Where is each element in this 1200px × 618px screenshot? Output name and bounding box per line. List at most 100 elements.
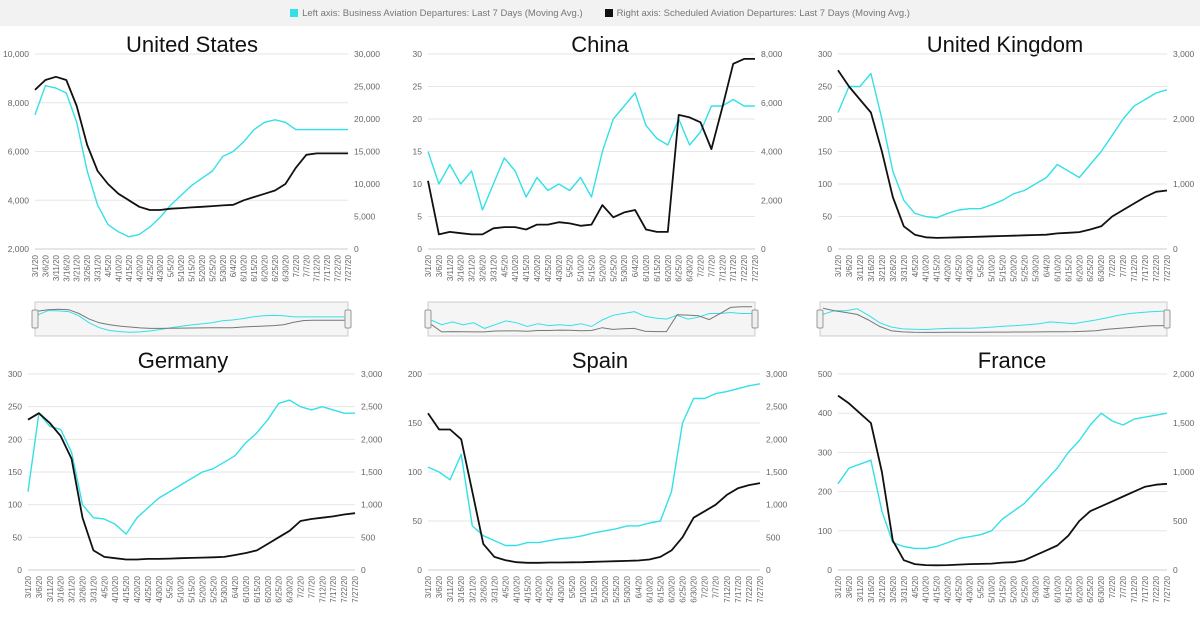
left-tick-label: 0: [17, 565, 22, 575]
x-tick-label: 5/15/20: [588, 254, 597, 281]
right-tick-label: 1,500: [361, 467, 383, 477]
right-tick-label: 0: [1173, 244, 1178, 254]
series-line-business: [427, 92, 755, 211]
legend-label-business: Left axis: Business Aviation Departures:…: [302, 7, 583, 19]
x-tick-label: 5/15/20: [999, 254, 1008, 281]
x-tick-label: 3/11/20: [856, 254, 865, 281]
right-tick-label: 8,000: [761, 49, 783, 59]
x-tick-label: 3/26/20: [83, 254, 92, 281]
x-tick-label: 5/5/20: [166, 575, 175, 598]
x-tick-label: 7/27/20: [1163, 575, 1172, 602]
navigator-handle-left[interactable]: [31, 309, 39, 329]
x-tick-label: 5/25/20: [1020, 254, 1029, 281]
x-tick-label: 7/27/20: [751, 254, 760, 281]
x-tick-label: 4/30/20: [155, 575, 164, 602]
x-tick-label: 5/10/20: [577, 254, 586, 281]
navigator-frame: [819, 301, 1168, 337]
x-tick-label: 6/25/20: [675, 254, 684, 281]
x-tick-label: 4/30/20: [966, 254, 975, 281]
x-tick-label: 3/31/20: [89, 575, 98, 602]
series-line-scheduled: [427, 58, 755, 236]
left-tick-label: 300: [8, 369, 22, 379]
navigator-handle-left[interactable]: [424, 309, 432, 329]
x-tick-label: 4/30/20: [557, 575, 566, 602]
x-tick-label: 3/6/20: [435, 575, 444, 598]
navigator-series-line: [822, 307, 1165, 333]
x-tick-label: 3/6/20: [435, 254, 444, 277]
range-navigator[interactable]: [816, 301, 1171, 337]
x-tick-label: 7/17/20: [323, 254, 332, 281]
range-navigator[interactable]: [424, 301, 759, 337]
x-tick-label: 3/11/20: [446, 254, 455, 281]
x-tick-label: 7/22/20: [745, 575, 754, 602]
x-tick-label: 4/25/20: [146, 254, 155, 281]
chart-4: 0 50 100 150 200 0 500 1,000 1,500 2,000 2,500 3,00…: [408, 369, 788, 603]
right-tick-label: 500: [361, 532, 375, 542]
right-tick-label: 2,000: [766, 434, 788, 444]
x-tick-label: 6/20/20: [261, 254, 270, 281]
x-tick-label: 5/10/20: [177, 575, 186, 602]
x-tick-label: 7/2/20: [292, 254, 301, 277]
left-tick-label: 0: [827, 244, 832, 254]
chart-title-spain: Spain: [571, 348, 629, 373]
left-tick-label: 10,000: [3, 49, 29, 59]
x-tick-label: 3/1/20: [24, 575, 33, 598]
x-tick-label: 5/15/20: [188, 254, 197, 281]
series-line-scheduled: [34, 75, 348, 211]
x-tick-label: 5/20/20: [601, 575, 610, 602]
legend-item-right-axis[interactable]: Right axis: Scheduled Aviation Departure…: [604, 8, 910, 19]
left-tick-label: 150: [408, 418, 422, 428]
x-tick-label: 4/20/20: [533, 254, 542, 281]
navigator-handle-left[interactable]: [816, 309, 824, 329]
x-tick-label: 4/25/20: [546, 575, 555, 602]
left-tick-label: 100: [8, 500, 22, 510]
x-tick-label: 3/16/20: [457, 575, 466, 602]
x-tick-label: 6/4/20: [1042, 575, 1051, 598]
x-tick-label: 6/20/20: [667, 575, 676, 602]
navigator-series-line: [37, 308, 345, 329]
navigator-handle-right[interactable]: [1163, 309, 1171, 329]
x-tick-label: 5/20/20: [1009, 254, 1018, 281]
x-tick-label: 4/15/20: [933, 254, 942, 281]
x-tick-label: 6/20/20: [1075, 254, 1084, 281]
x-tick-label: 7/17/20: [729, 254, 738, 281]
x-tick-label: 7/12/20: [313, 254, 322, 281]
x-tick-label: 6/15/20: [1064, 575, 1073, 602]
x-tick-label: 7/22/20: [1152, 254, 1161, 281]
x-tick-label: 6/15/20: [250, 254, 259, 281]
legend-item-left-axis[interactable]: Left axis: Business Aviation Departures:…: [290, 8, 583, 19]
x-tick-label: 7/7/20: [1119, 254, 1128, 277]
range-navigator[interactable]: [31, 301, 352, 337]
x-tick-label: 6/10/20: [242, 575, 251, 602]
x-tick-label: 7/2/20: [1108, 254, 1117, 277]
x-tick-label: 4/20/20: [944, 254, 953, 281]
left-tick-label: 250: [8, 402, 22, 412]
navigator-handle-right[interactable]: [751, 309, 759, 329]
x-tick-label: 4/5/20: [104, 254, 113, 277]
x-tick-label: 4/30/20: [966, 575, 975, 602]
x-tick-label: 6/25/20: [1086, 254, 1095, 281]
right-tick-label: 15,000: [354, 147, 380, 157]
navigator-series-line: [822, 308, 1165, 331]
x-tick-label: 3/1/20: [834, 575, 843, 598]
left-tick-label: 0: [827, 565, 832, 575]
series-line-business: [34, 85, 348, 238]
x-tick-label: 5/20/20: [198, 254, 207, 281]
x-tick-label: 5/30/20: [1031, 254, 1040, 281]
x-tick-label: 6/20/20: [1075, 575, 1084, 602]
chart-title-china: China: [571, 32, 629, 57]
navigator-handle-right[interactable]: [344, 309, 352, 329]
x-tick-label: 3/6/20: [845, 575, 854, 598]
left-tick-label: 0: [417, 244, 422, 254]
chart-title-united-kingdom: United Kingdom: [926, 32, 1084, 57]
series-line-business: [837, 412, 1168, 550]
x-tick-label: 5/30/20: [220, 575, 229, 602]
x-tick-label: 6/30/20: [690, 575, 699, 602]
x-tick-label: 7/2/20: [297, 575, 306, 598]
x-tick-label: 6/20/20: [664, 254, 673, 281]
x-tick-label: 3/31/20: [490, 575, 499, 602]
chart-title-germany: Germany: [137, 348, 229, 373]
x-tick-label: 6/4/20: [1042, 254, 1051, 277]
